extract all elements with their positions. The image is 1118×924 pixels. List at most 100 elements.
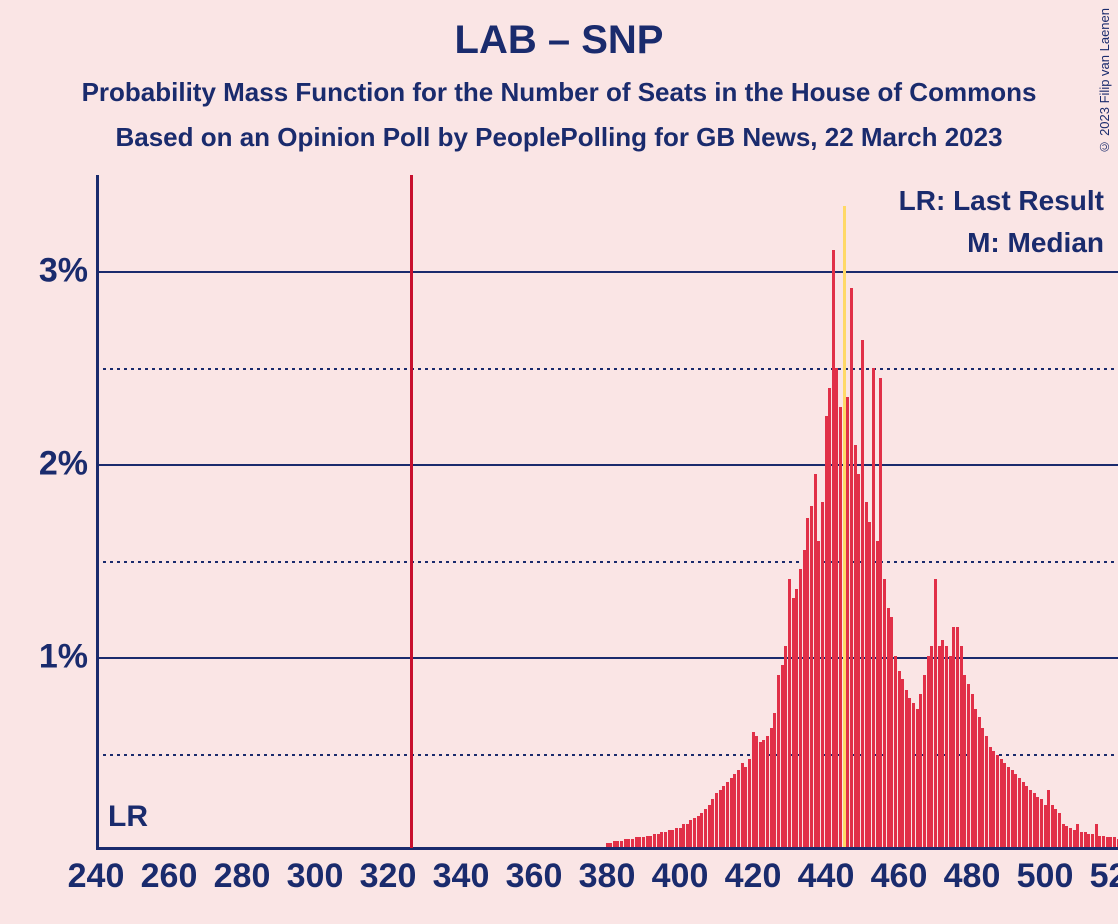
bar: [967, 684, 970, 847]
bar: [868, 522, 871, 847]
x-tick-label: 320: [360, 857, 417, 896]
bar: [1080, 832, 1083, 847]
x-tick-label: 480: [944, 857, 1001, 896]
plot-area: 1%2%3% LR LR: Last Result M: Median: [96, 175, 1118, 850]
bar: [1062, 824, 1065, 847]
bar: [956, 627, 959, 847]
bar: [1033, 793, 1036, 847]
bar: [675, 828, 678, 847]
x-tick-label: 260: [141, 857, 198, 896]
bar: [711, 799, 714, 847]
bar: [693, 818, 696, 847]
bar: [1065, 826, 1068, 847]
bar: [624, 839, 627, 847]
bar: [1025, 786, 1028, 847]
bar: [825, 416, 828, 847]
bar: [649, 836, 652, 847]
bar-median: [843, 206, 846, 847]
bar: [916, 709, 919, 847]
bar: [912, 703, 915, 847]
bar: [686, 824, 689, 847]
bar: [894, 656, 897, 847]
bar: [865, 502, 868, 847]
x-tick-label: 460: [871, 857, 928, 896]
bar: [631, 839, 634, 847]
bar: [613, 841, 616, 847]
bar: [1102, 836, 1105, 847]
bar: [795, 589, 798, 847]
bar: [1047, 790, 1050, 847]
bar: [744, 767, 747, 847]
bar: [1091, 834, 1094, 847]
bar: [828, 388, 831, 847]
bar: [945, 646, 948, 847]
bar: [733, 774, 736, 847]
chart-subtitle-2: Based on an Opinion Poll by PeoplePollin…: [0, 122, 1118, 153]
bar: [715, 793, 718, 847]
bar: [854, 445, 857, 847]
bar: [781, 665, 784, 847]
bar: [996, 755, 999, 847]
bar: [719, 790, 722, 847]
bar: [989, 747, 992, 847]
bar: [682, 824, 685, 847]
bar: [883, 579, 886, 847]
bar: [919, 694, 922, 847]
bar: [1058, 813, 1061, 847]
bar: [971, 694, 974, 847]
bar: [697, 816, 700, 847]
bar: [938, 646, 941, 847]
x-tick-label: 340: [433, 857, 490, 896]
x-tick-label: 400: [652, 857, 709, 896]
bar: [934, 579, 937, 847]
bar: [1036, 797, 1039, 847]
chart-title: LAB – SNP: [0, 0, 1118, 63]
y-tick-label: 2%: [39, 445, 88, 484]
bar: [1003, 763, 1006, 847]
bar: [923, 675, 926, 847]
bar: [748, 759, 751, 847]
bar: [1022, 782, 1025, 847]
bar: [671, 830, 674, 847]
bar: [927, 656, 930, 847]
bar: [846, 397, 849, 847]
bar: [1087, 834, 1090, 847]
bar: [1051, 805, 1054, 847]
bar: [1084, 832, 1087, 847]
bar: [638, 837, 641, 847]
bar: [799, 569, 802, 847]
bar: [616, 841, 619, 847]
bar: [1095, 824, 1098, 847]
bar: [766, 736, 769, 847]
bar: [668, 830, 671, 847]
bar: [708, 805, 711, 847]
bar: [1011, 770, 1014, 847]
bar: [722, 786, 725, 847]
bar: [992, 751, 995, 847]
chart-container: 1%2%3% LR LR: Last Result M: Median 2402…: [0, 175, 1118, 915]
x-axis: [96, 847, 1118, 850]
bar: [770, 728, 773, 847]
bar: [941, 640, 944, 847]
bar: [890, 617, 893, 847]
bar: [759, 742, 762, 847]
bar: [657, 834, 660, 847]
bar: [930, 646, 933, 847]
chart-subtitle-1: Probability Mass Function for the Number…: [0, 77, 1118, 108]
bar: [1044, 805, 1047, 847]
bar: [737, 770, 740, 847]
bar: [646, 836, 649, 847]
y-tick-label: 1%: [39, 638, 88, 677]
bar: [1018, 778, 1021, 847]
bar: [981, 728, 984, 847]
bar: [755, 736, 758, 847]
bar: [810, 506, 813, 847]
bar: [730, 778, 733, 847]
bar: [726, 782, 729, 847]
x-tick-label: 420: [725, 857, 782, 896]
bar: [952, 627, 955, 847]
bar: [689, 820, 692, 847]
bar: [627, 839, 630, 847]
bar: [949, 656, 952, 847]
bar: [1098, 836, 1101, 847]
